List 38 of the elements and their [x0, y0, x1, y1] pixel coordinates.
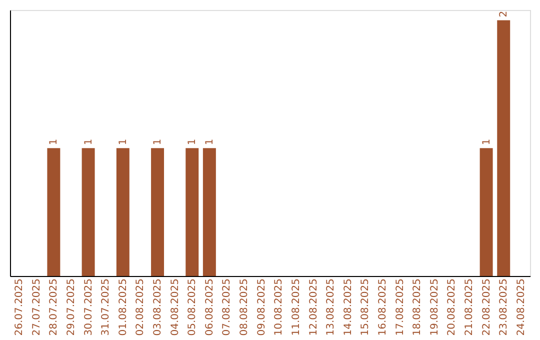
- x-tick-label: 12.08.2025: [308, 278, 320, 336]
- x-tick-label: 31.07.2025: [100, 278, 112, 336]
- data-label: 2: [498, 10, 510, 18]
- data-label: 1: [152, 138, 164, 146]
- x-tick-label: 19.08.2025: [429, 278, 440, 336]
- x-tick-label: 27.07.2025: [31, 278, 42, 336]
- data-label: 1: [118, 138, 129, 146]
- x-tick-label: 15.08.2025: [360, 278, 372, 336]
- x-tick-label: 02.08.2025: [135, 278, 146, 336]
- x-tick-label: 16.08.2025: [377, 278, 388, 336]
- x-tick-label: 08.08.2025: [239, 278, 250, 336]
- x-tick-label: 20.08.2025: [446, 278, 458, 336]
- x-tick-label: 30.07.2025: [83, 278, 94, 336]
- data-label: 1: [204, 138, 216, 146]
- x-tick-label: 03.08.2025: [152, 278, 164, 336]
- data-label: 1: [83, 138, 94, 146]
- x-tick-label: 23.08.2025: [498, 278, 510, 336]
- x-tick-label: 21.08.2025: [464, 278, 475, 336]
- x-tick-label: 10.08.2025: [274, 278, 285, 336]
- x-tick-label: 29.07.2025: [66, 278, 77, 336]
- data-label: 1: [48, 138, 60, 146]
- x-tick-label: 11.08.2025: [290, 278, 302, 336]
- x-tick-label: 01.08.2025: [118, 278, 129, 336]
- x-tick-label: 22.08.2025: [481, 278, 492, 336]
- x-tick-label: 24.08.2025: [516, 278, 527, 336]
- x-tick-label: 06.08.2025: [204, 278, 216, 336]
- x-tick-label: 18.08.2025: [412, 278, 424, 336]
- x-tick-label: 05.08.2025: [187, 278, 198, 336]
- data-label: 1: [481, 138, 492, 146]
- x-tick-label: 07.08.2025: [222, 278, 233, 336]
- x-tick-label: 28.07.2025: [48, 278, 60, 336]
- x-tick-label: 14.08.2025: [342, 278, 354, 336]
- x-tick-label: 09.08.2025: [256, 278, 268, 336]
- x-tick-label: 04.08.2025: [170, 278, 181, 336]
- x-tick-label: 26.07.2025: [14, 278, 26, 336]
- data-label: 1: [187, 138, 198, 146]
- x-tick-label: 17.08.2025: [394, 278, 406, 336]
- x-tick-label: 13.08.2025: [326, 278, 337, 336]
